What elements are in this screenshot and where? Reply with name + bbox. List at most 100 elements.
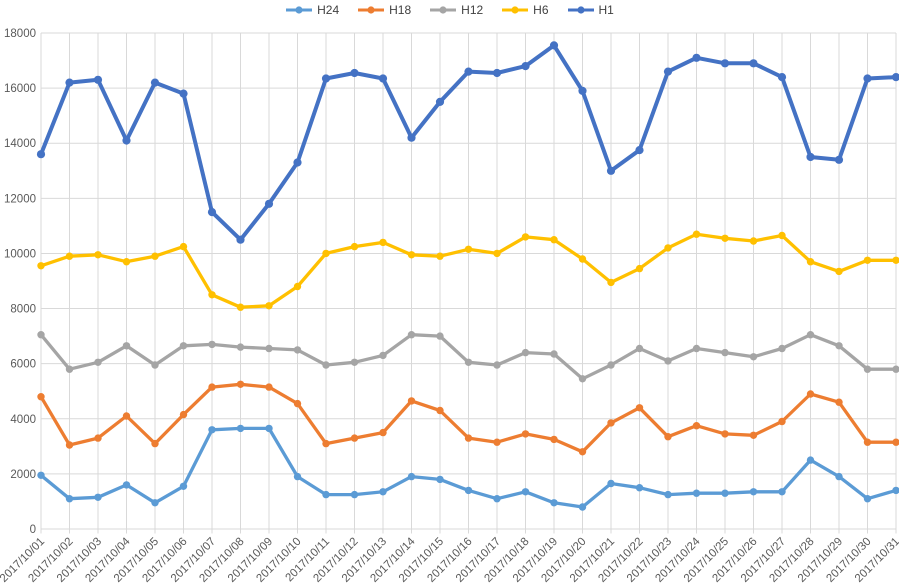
data-point-H12 <box>350 358 359 366</box>
data-point-H12 <box>721 348 729 357</box>
legend-label-H12: H12 <box>461 3 484 17</box>
data-point-H1 <box>321 74 331 83</box>
legend-item-H18[interactable]: H18 <box>357 3 411 17</box>
data-point-H1 <box>635 146 644 155</box>
data-point-H6 <box>37 262 45 270</box>
data-point-H24 <box>635 484 644 492</box>
y-axis-tick-label: 12000 <box>4 193 36 205</box>
data-point-H18 <box>664 433 672 441</box>
data-point-H6 <box>550 236 558 244</box>
data-point-H24 <box>778 488 786 496</box>
data-point-H1 <box>492 68 502 78</box>
data-point-H6 <box>778 231 786 240</box>
data-point-H18 <box>151 439 159 448</box>
y-axis-tick-label: 16000 <box>4 83 36 95</box>
data-point-H6 <box>379 238 387 247</box>
data-point-H18 <box>778 417 786 426</box>
series-H18 <box>37 380 899 456</box>
data-point-H12 <box>322 361 330 369</box>
data-point-H6 <box>265 302 273 310</box>
data-point-H24 <box>436 475 444 484</box>
data-point-H1 <box>36 150 46 159</box>
data-point-H24 <box>122 481 131 489</box>
data-point-H1 <box>749 59 758 68</box>
data-point-H12 <box>407 331 416 339</box>
data-point-H1 <box>122 136 131 145</box>
data-point-H12 <box>179 342 188 350</box>
data-point-H18 <box>94 434 102 442</box>
data-point-H24 <box>179 482 188 490</box>
data-point-H24 <box>493 495 501 503</box>
data-point-H24 <box>892 486 899 495</box>
data-point-H12 <box>151 361 159 369</box>
data-point-H24 <box>407 472 416 481</box>
data-point-H18 <box>749 431 758 439</box>
data-point-H6 <box>94 251 102 259</box>
data-point-H18 <box>65 441 74 449</box>
data-point-H12 <box>835 342 843 350</box>
data-point-H24 <box>379 488 387 496</box>
data-point-H6 <box>607 278 615 287</box>
data-point-H24 <box>94 493 102 501</box>
legend-item-H12[interactable]: H12 <box>429 3 483 17</box>
data-point-H1 <box>378 74 388 83</box>
data-point-H18 <box>236 380 245 388</box>
data-point-H18 <box>379 428 387 437</box>
data-point-H12 <box>664 357 672 365</box>
data-point-H18 <box>208 383 216 391</box>
legend-marker-H12-icon <box>430 6 457 14</box>
data-point-H12 <box>122 342 131 350</box>
data-point-H6 <box>835 267 843 276</box>
data-point-H18 <box>806 390 815 398</box>
data-point-H18 <box>607 419 615 427</box>
legend-item-H1[interactable]: H1 <box>567 3 614 17</box>
data-point-H12 <box>493 361 501 369</box>
series-H12 <box>37 331 899 383</box>
data-point-H1 <box>407 133 416 142</box>
data-point-H24 <box>692 489 701 497</box>
data-point-H24 <box>322 490 330 499</box>
y-axis-tick-label: 14000 <box>4 138 36 150</box>
data-point-H18 <box>635 404 644 412</box>
y-axis-tick-label: 10000 <box>4 248 36 260</box>
data-point-H18 <box>322 439 330 448</box>
data-point-H1 <box>179 89 188 98</box>
data-point-H24 <box>236 424 245 433</box>
data-point-H24 <box>350 490 359 499</box>
data-point-H24 <box>37 471 45 479</box>
data-point-H24 <box>607 479 615 488</box>
data-point-H1 <box>578 86 587 95</box>
data-point-H12 <box>806 331 815 339</box>
data-point-H18 <box>721 430 729 438</box>
data-point-H18 <box>179 410 188 419</box>
legend-item-H6[interactable]: H6 <box>501 3 549 17</box>
data-point-H18 <box>521 430 530 438</box>
data-point-H18 <box>892 438 899 446</box>
data-point-H1 <box>663 67 673 76</box>
data-point-H1 <box>692 53 701 62</box>
data-point-H24 <box>835 472 843 481</box>
y-axis-tick-label: 4000 <box>10 414 36 426</box>
data-point-H12 <box>521 348 530 357</box>
data-point-H6 <box>892 256 899 264</box>
y-axis-tick-label: 6000 <box>10 359 36 371</box>
data-point-H12 <box>863 365 872 373</box>
data-point-H1 <box>863 74 872 83</box>
data-point-H24 <box>721 489 729 497</box>
x-axis-labels: 2017/10/012017/10/022017/10/032017/10/04… <box>0 535 899 585</box>
data-point-H1 <box>236 235 245 244</box>
data-point-H6 <box>664 244 672 252</box>
data-point-H24 <box>151 499 159 507</box>
data-point-H18 <box>350 434 359 442</box>
data-point-H24 <box>664 490 672 499</box>
legend-item-H24[interactable]: H24 <box>285 3 339 17</box>
data-point-H1 <box>435 97 445 106</box>
data-point-H6 <box>464 245 473 253</box>
data-point-H6 <box>293 282 302 291</box>
data-point-H1 <box>93 75 103 84</box>
data-point-H1 <box>207 208 217 217</box>
data-point-H18 <box>37 393 45 401</box>
data-point-H12 <box>293 346 302 354</box>
data-point-H1 <box>549 41 559 50</box>
